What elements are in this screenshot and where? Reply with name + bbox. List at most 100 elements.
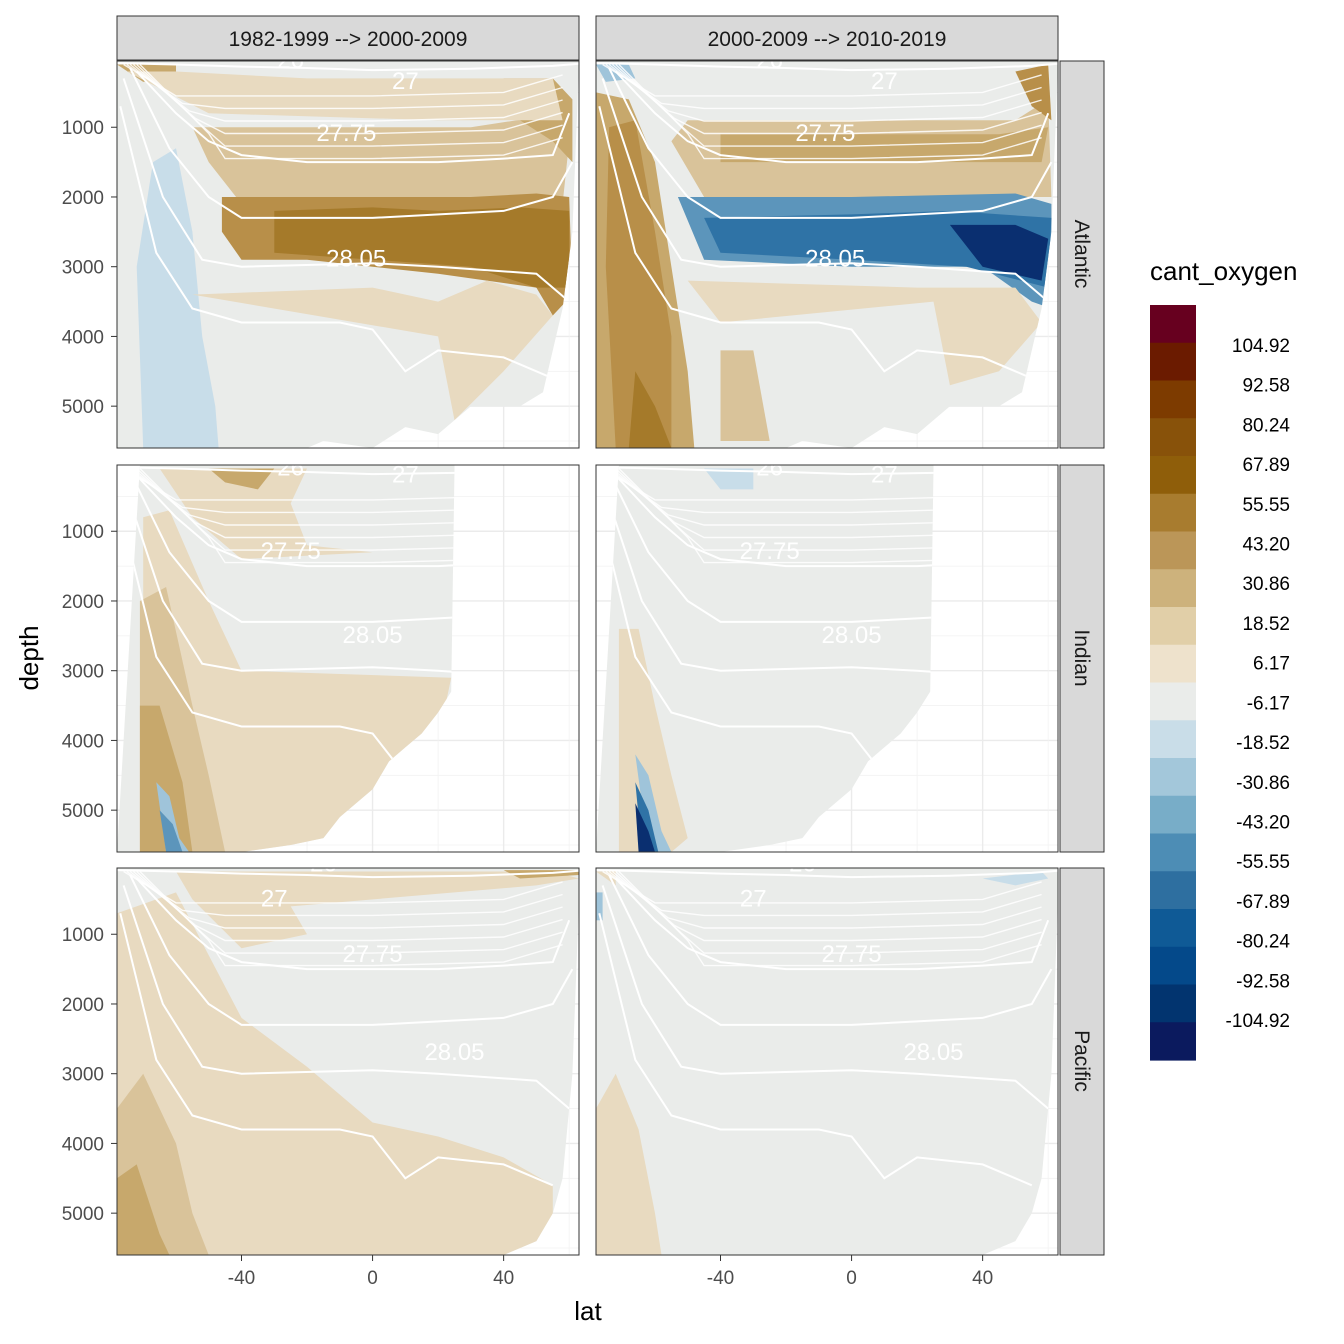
contour-line [122, 78, 570, 303]
strip-label-pacific: Pacific [1070, 1030, 1093, 1092]
x-tick-label: -40 [707, 1268, 734, 1289]
y-tick-label: 1000 [62, 522, 104, 543]
contour-line [602, 467, 934, 501]
anomaly-patch [136, 148, 219, 448]
legend-swatch [1150, 456, 1196, 495]
anomaly-patch [596, 892, 603, 921]
anomaly-patch [159, 810, 183, 852]
contour-line [605, 467, 934, 514]
legend-swatch [1150, 1022, 1196, 1061]
legend-swatch [1150, 531, 1196, 570]
contour-line [598, 913, 1033, 1187]
y-tick-label: 3000 [62, 258, 104, 279]
contour-label: 27.75 [795, 120, 855, 147]
panel-border [116, 867, 580, 1256]
legend-label: 30.86 [1242, 574, 1290, 595]
contour-label: 27 [261, 885, 288, 912]
panel-atlantic-col2: 26 27 27.75 28.05 [595, 60, 1059, 449]
column-strip-2: 2000-2009 --> 2010-2019 [595, 15, 1059, 61]
legend-swatch [1150, 833, 1196, 872]
legend-swatch [1150, 305, 1196, 344]
contour-label: 28.05 [903, 1039, 963, 1066]
contour-line [122, 482, 455, 707]
column-strip-1: 1982-1999 --> 2000-2009 [116, 15, 580, 61]
contour-line [614, 70, 1050, 164]
legend-label: -104.92 [1226, 1011, 1290, 1032]
contour-line [598, 510, 934, 784]
anomaly-patch [635, 754, 672, 852]
contour-line [117, 62, 579, 72]
legend-swatch [1150, 758, 1196, 797]
legend-label: -92.58 [1236, 971, 1290, 992]
panel-border [595, 60, 1059, 449]
legend-label: -30.86 [1236, 773, 1290, 794]
legend-label: -18.52 [1236, 733, 1290, 754]
panel-border [116, 464, 580, 853]
legend-swatch [1150, 682, 1196, 721]
anomaly-patch [143, 510, 452, 852]
contour-line [123, 63, 563, 97]
y-tick-label: 2000 [62, 995, 104, 1016]
panel-border [595, 464, 1059, 853]
y-axis-title: depth [14, 625, 44, 690]
density-contours [117, 466, 455, 784]
panel-field: 26 27 27.75 28.05 [117, 461, 455, 852]
contour-label: 27.75 [343, 941, 403, 968]
legend-label: 80.24 [1242, 415, 1290, 436]
legend-swatch [1150, 984, 1196, 1023]
contour-line [618, 871, 1042, 967]
contour-label: 28.05 [343, 622, 403, 649]
contour-line [126, 870, 563, 917]
y-tick-label: 2000 [62, 592, 104, 613]
contour-line [605, 63, 1042, 110]
anomaly-patch [720, 350, 770, 441]
x-axes: -40 0 40 -40 0 40 [228, 1255, 993, 1289]
strip-label-atlantic: Atlantic [1070, 220, 1093, 289]
x-tick-label: 0 [367, 1268, 378, 1289]
legend-label: 55.55 [1242, 495, 1290, 516]
legend-label: -80.24 [1236, 932, 1290, 953]
contour-line [139, 64, 563, 160]
legend-swatch [1150, 946, 1196, 986]
contour-line [618, 468, 934, 564]
contour-label: 27 [871, 68, 898, 95]
contour-line [126, 63, 563, 110]
contour-line [117, 466, 455, 476]
anomaly-patch [192, 280, 553, 421]
legend-swatch [1150, 418, 1196, 457]
panel-field: 26 27 27.75 28.05 [596, 61, 1058, 448]
contour-line [122, 885, 570, 1110]
contour-line [139, 871, 563, 967]
contour-line [596, 869, 1058, 879]
contour-label: 28.05 [805, 246, 865, 273]
contour-line [119, 106, 554, 380]
y-tick-label: 5000 [62, 801, 104, 822]
contour-label: 28.05 [326, 246, 386, 273]
legend-swatch [1150, 607, 1196, 646]
contour-line [129, 471, 455, 623]
contour-label: 27 [392, 461, 419, 488]
contour-line [119, 913, 554, 1187]
legend-swatch [1150, 644, 1196, 684]
anomaly-patch [618, 628, 688, 852]
y-tick-label: 5000 [62, 397, 104, 418]
legend-swatch [1150, 909, 1196, 948]
contour-line [117, 869, 579, 879]
legend-label: 92.58 [1242, 376, 1290, 397]
strip-label-col1: 1982-1999 --> 2000-2009 [229, 28, 468, 51]
legend-label: 67.89 [1242, 455, 1290, 476]
panel-field: 26 27 27.75 28.05 [596, 465, 934, 852]
legend-swatch [1150, 380, 1196, 419]
legend: cant_oxygen 104.92 92.58 80.24 67.89 55.55 43… [1150, 256, 1297, 1061]
panel-field: 26 27 27.75 28.05 [596, 868, 1058, 1255]
density-contours [596, 62, 1058, 380]
contour-line [602, 870, 1042, 904]
legend-label: -6.17 [1247, 693, 1290, 714]
contour-line [129, 874, 574, 1026]
panel-indian-col2: 26 27 27.75 28.05 [595, 464, 1059, 853]
legend-label: -43.20 [1236, 813, 1290, 834]
contour-line [598, 106, 1033, 380]
y-tick-label: 3000 [62, 662, 104, 683]
anomaly-patch [628, 371, 672, 448]
contour-line [135, 474, 455, 568]
